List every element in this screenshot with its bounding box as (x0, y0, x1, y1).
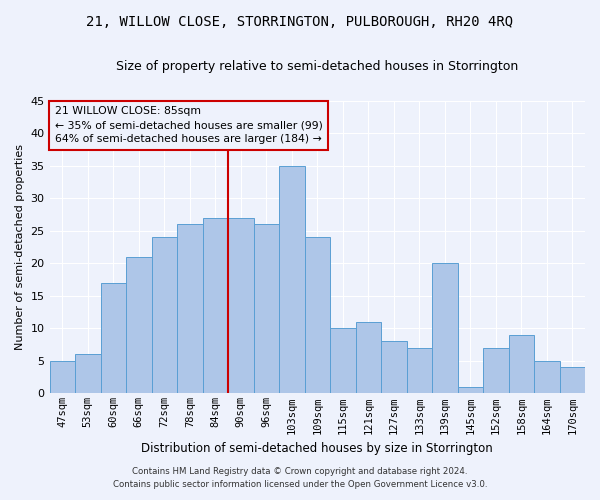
Bar (126, 256, 152, 394)
Bar (305, 237, 330, 394)
Bar (101, 283, 126, 394)
Bar (203, 218, 228, 394)
Bar (432, 263, 458, 394)
Bar (50, 361, 75, 394)
Bar (356, 322, 381, 394)
Text: Contains HM Land Registry data © Crown copyright and database right 2024.
Contai: Contains HM Land Registry data © Crown c… (113, 468, 487, 489)
Bar (458, 387, 483, 394)
X-axis label: Distribution of semi-detached houses by size in Storrington: Distribution of semi-detached houses by … (142, 442, 493, 455)
Text: 21 WILLOW CLOSE: 85sqm
← 35% of semi-detached houses are smaller (99)
64% of sem: 21 WILLOW CLOSE: 85sqm ← 35% of semi-det… (55, 106, 323, 144)
Y-axis label: Number of semi-detached properties: Number of semi-detached properties (15, 144, 25, 350)
Bar (152, 237, 177, 394)
Bar (381, 342, 407, 394)
Bar (509, 335, 534, 394)
Bar (407, 348, 432, 394)
Title: Size of property relative to semi-detached houses in Storrington: Size of property relative to semi-detach… (116, 60, 518, 73)
Bar (560, 368, 585, 394)
Bar (75, 354, 101, 394)
Bar (254, 224, 279, 394)
Bar (534, 361, 560, 394)
Bar (228, 218, 254, 394)
Text: 21, WILLOW CLOSE, STORRINGTON, PULBOROUGH, RH20 4RQ: 21, WILLOW CLOSE, STORRINGTON, PULBOROUG… (86, 15, 514, 29)
Bar (483, 348, 509, 394)
Bar (177, 224, 203, 394)
Bar (330, 328, 356, 394)
Bar (279, 166, 305, 394)
